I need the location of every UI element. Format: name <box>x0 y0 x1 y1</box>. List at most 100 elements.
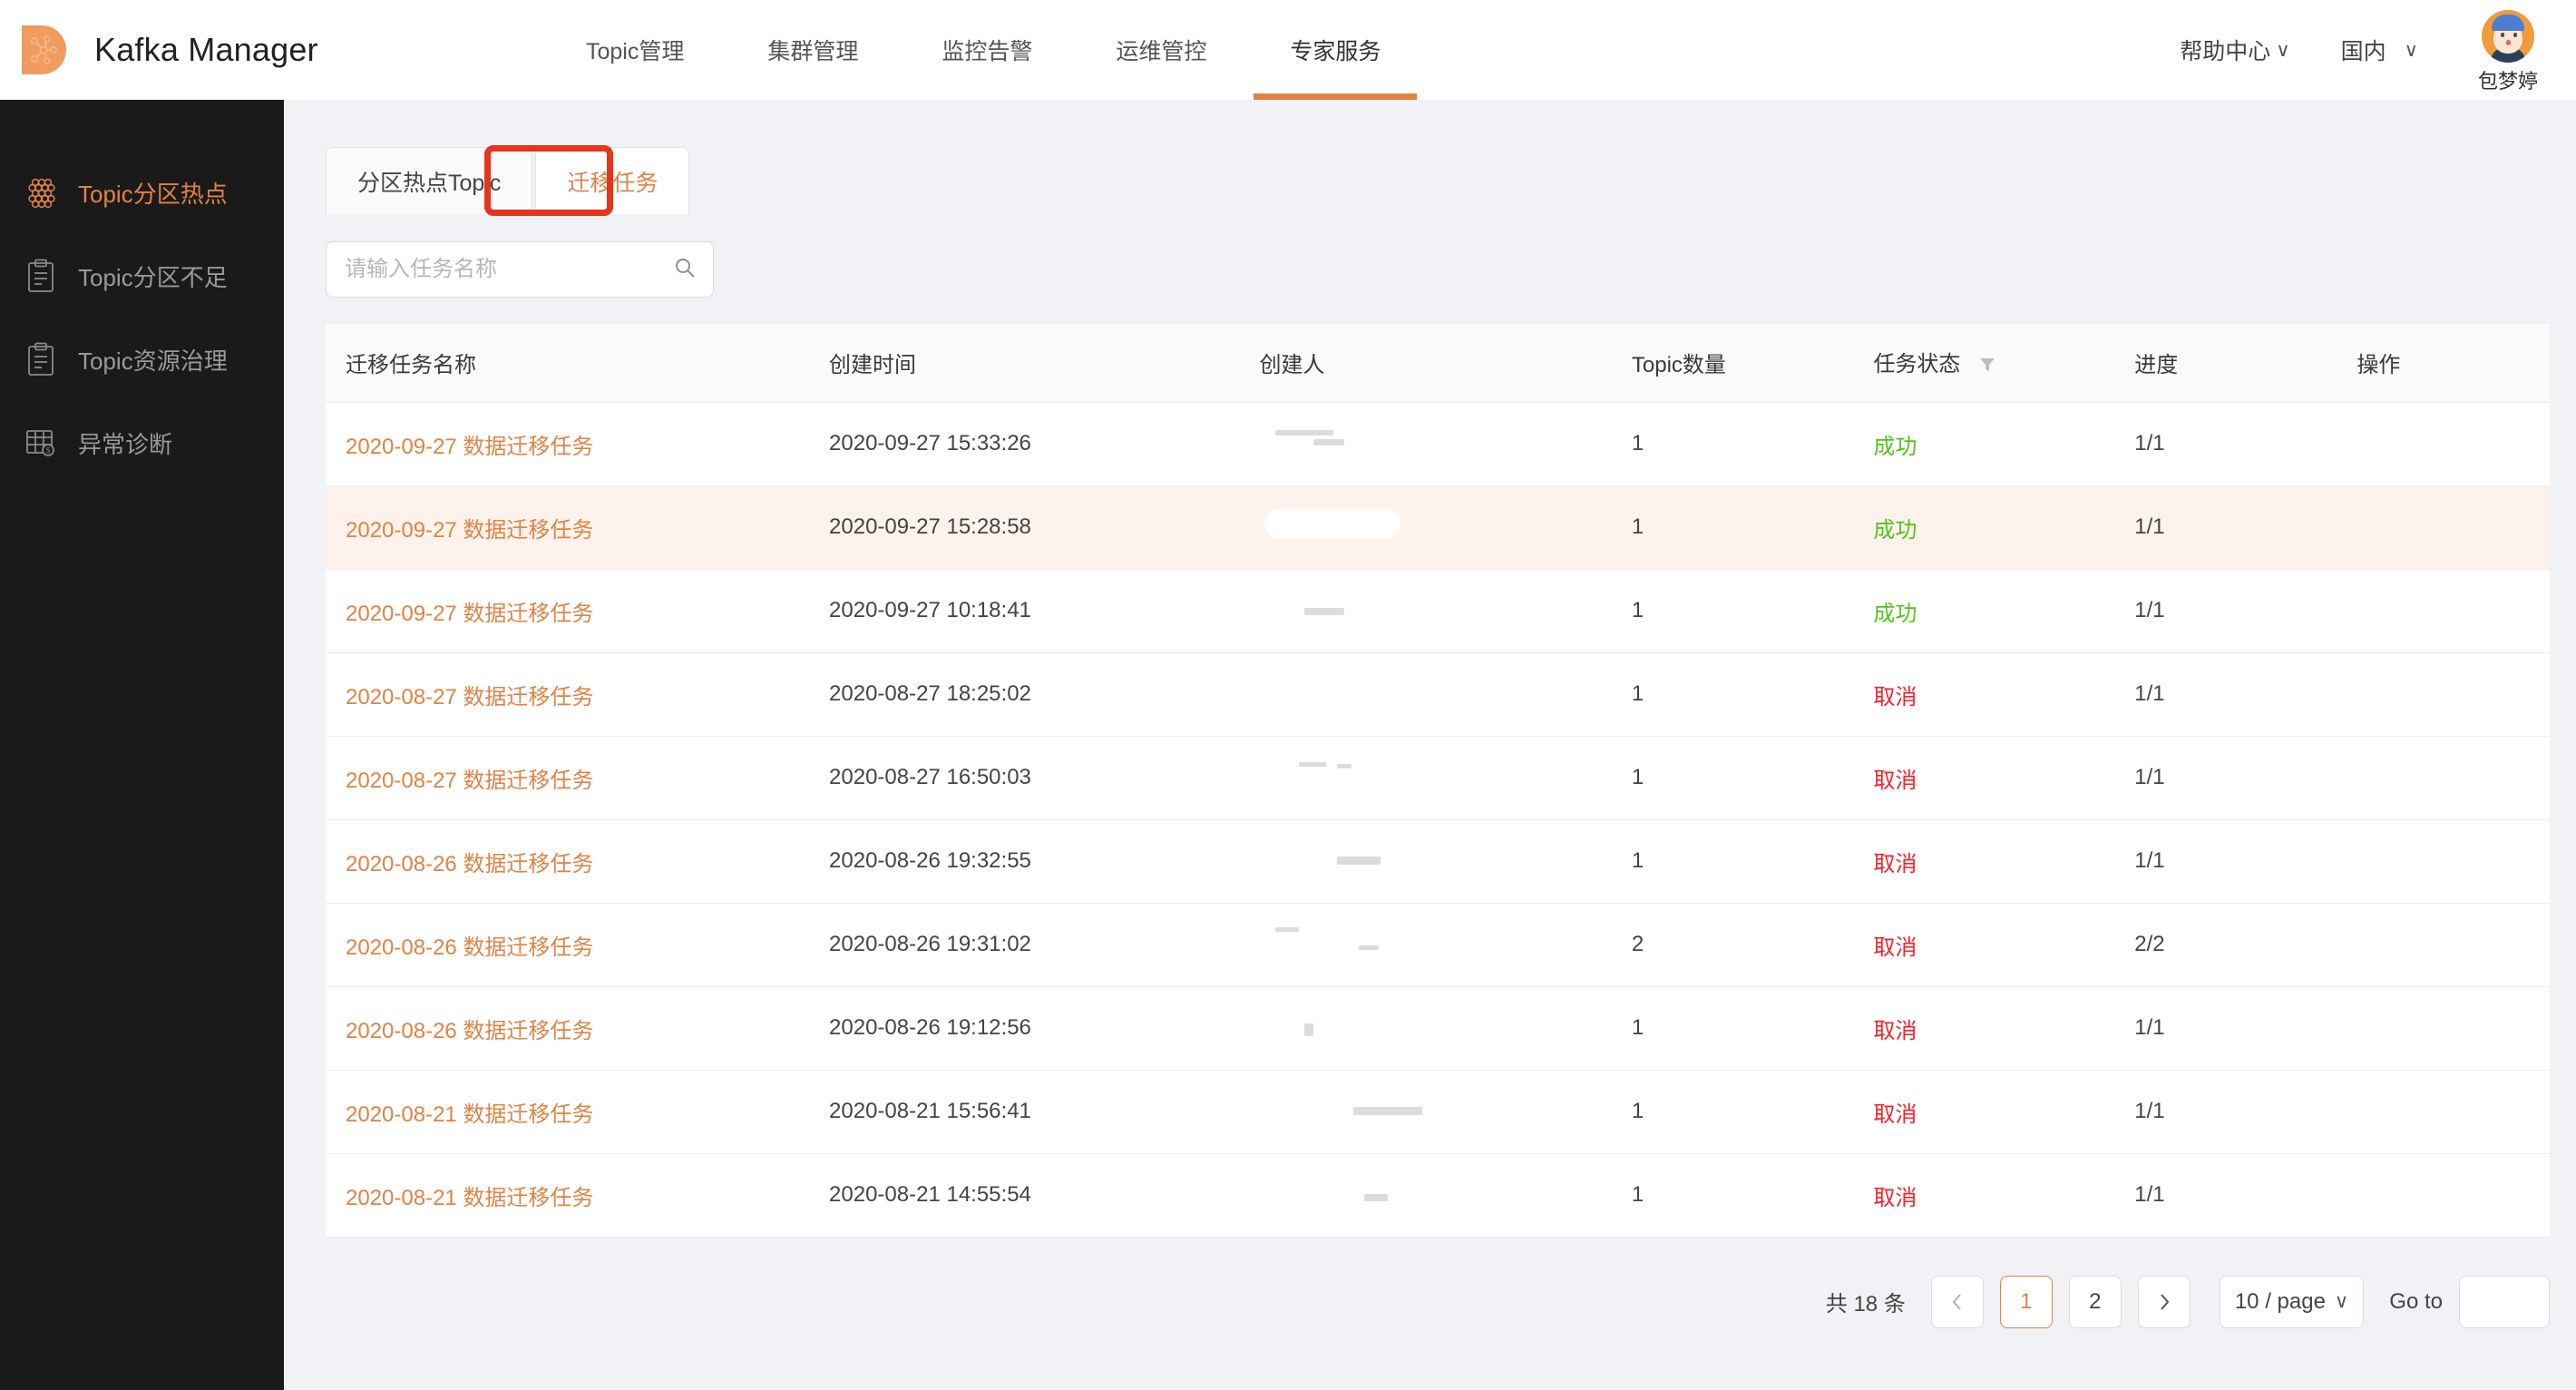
cell-progress-value: 1/1 <box>2134 848 2165 873</box>
content-tabs: 分区热点Topic 迁移任务 <box>326 145 2549 216</box>
nav-item-monitor-alarm[interactable]: 监控告警 <box>900 0 1074 100</box>
pagination-page-2[interactable]: 2 <box>2068 1275 2122 1328</box>
nav-item-topic-management[interactable]: Topic管理 <box>544 0 726 100</box>
search-icon[interactable] <box>673 256 697 284</box>
cell-created-at: 2020-08-26 19:31:02 <box>809 903 1240 987</box>
table-row[interactable]: 2020-09-27 数据迁移任务 2020-09-27 10:18:41 1 成功 1… <box>326 569 2550 653</box>
cell-creator <box>1239 736 1612 820</box>
cell-topic-count-value: 1 <box>1631 514 1644 539</box>
chevron-down-icon: ∨ <box>2276 39 2290 61</box>
cell-task-name: 2020-08-21 数据迁移任务 <box>326 1070 810 1154</box>
goto-page-input[interactable] <box>2459 1275 2550 1328</box>
cell-task-status-value: 取消 <box>1873 935 1917 960</box>
column-header-task-status: 任务状态 <box>1853 324 2115 403</box>
cell-operation <box>2337 485 2550 570</box>
chevron-down-icon: ∨ <box>2334 1291 2349 1312</box>
table-body: 2020-09-27 数据迁移任务 2020-09-27 15:33:26 1 成功 1… <box>326 402 2550 1238</box>
cell-progress: 1/1 <box>2114 569 2337 653</box>
cell-operation <box>2337 986 2550 1071</box>
table-row[interactable]: 2020-08-21 数据迁移任务 2020-08-21 14:55:54 1 取消 1… <box>326 1153 2550 1238</box>
task-name-link[interactable]: 2020-09-27 数据迁移任务 <box>346 601 594 626</box>
cell-task-status: 取消 <box>1853 1070 2115 1154</box>
task-name-link[interactable]: 2020-08-27 数据迁移任务 <box>346 768 594 793</box>
table-header-row: 迁移任务名称 创建时间 创建人 Topic数量 任务状态 进度 操作 <box>326 324 2550 403</box>
nav-item-expert-service[interactable]: 专家服务 <box>1248 0 1422 100</box>
cell-topic-count: 1 <box>1611 652 1854 737</box>
page-label: 2 <box>2089 1288 2102 1314</box>
column-header-operation: 操作 <box>2337 324 2550 403</box>
cell-created-at-value: 2020-09-27 15:28:58 <box>829 514 1031 539</box>
page-size-selector[interactable]: 10 / page ∨ <box>2219 1275 2365 1328</box>
avatar <box>2481 9 2534 63</box>
column-label: 创建时间 <box>829 353 917 378</box>
task-name-link[interactable]: 2020-09-27 数据迁移任务 <box>346 517 594 543</box>
table-row[interactable]: 2020-08-26 数据迁移任务 2020-08-26 19:12:56 1 取消 1… <box>326 986 2550 1071</box>
pagination-next-button[interactable] <box>2137 1275 2191 1328</box>
cell-creator <box>1239 1070 1612 1154</box>
cell-topic-count: 2 <box>1611 903 1854 987</box>
app-title: Kafka Manager <box>94 31 318 68</box>
sidebar-item-label: Topic分区热点 <box>78 180 228 208</box>
tab-partition-hotspot-topic[interactable]: 分区热点Topic <box>326 147 533 214</box>
task-name-link[interactable]: 2020-08-26 数据迁移任务 <box>346 851 594 876</box>
cell-operation <box>2337 1070 2550 1154</box>
cell-task-name: 2020-08-26 数据迁移任务 <box>326 903 810 987</box>
cell-created-at-value: 2020-08-27 18:25:02 <box>829 681 1031 706</box>
filter-icon[interactable] <box>1979 354 1995 379</box>
sidebar-item-anomaly-diagnosis[interactable]: $ 异常诊断 <box>0 401 284 485</box>
cell-topic-count: 1 <box>1611 402 1854 486</box>
table-row[interactable]: 2020-08-26 数据迁移任务 2020-08-26 19:32:55 1 取消 1… <box>326 819 2550 904</box>
table-row[interactable]: 2020-08-21 数据迁移任务 2020-08-21 15:56:41 1 取消 1… <box>326 1070 2550 1154</box>
sidebar-item-topic-partition-hotspot[interactable]: Topic分区热点 <box>0 151 284 234</box>
sidebar: Topic分区热点 Topic分区不足 Topic资源治理 <box>0 100 284 1390</box>
table-row[interactable]: 2020-08-27 数据迁移任务 2020-08-27 18:25:02 1 取消 1… <box>326 652 2550 737</box>
nav-item-ops-control[interactable]: 运维管控 <box>1074 0 1248 100</box>
nav-item-cluster-management[interactable]: 集群管理 <box>726 0 900 100</box>
main-content: 分区热点Topic 迁移任务 迁移任务名称 创建时间 <box>284 100 2576 1390</box>
task-name-link[interactable]: 2020-08-26 数据迁移任务 <box>346 935 594 960</box>
cell-created-at: 2020-08-27 16:50:03 <box>809 736 1240 820</box>
cell-topic-count: 1 <box>1611 986 1854 1071</box>
task-name-link[interactable]: 2020-08-21 数据迁移任务 <box>346 1101 594 1127</box>
sidebar-item-topic-resource-governance[interactable]: Topic资源治理 <box>0 318 284 401</box>
column-label: Topic数量 <box>1631 353 1726 378</box>
column-header-created-at: 创建时间 <box>809 324 1240 403</box>
cell-task-status-value: 取消 <box>1873 1185 1917 1210</box>
column-header-progress: 进度 <box>2114 324 2337 403</box>
svg-text:$: $ <box>46 446 51 455</box>
cell-task-status: 取消 <box>1853 652 2115 737</box>
cell-topic-count-value: 1 <box>1631 1099 1644 1123</box>
table-row[interactable]: 2020-08-26 数据迁移任务 2020-08-26 19:31:02 2 取消 2… <box>326 903 2550 987</box>
search-input[interactable] <box>345 257 673 282</box>
user-menu[interactable]: 包梦婷 <box>2478 9 2538 94</box>
task-name-link[interactable]: 2020-08-27 数据迁移任务 <box>346 684 594 710</box>
tab-migration-task[interactable]: 迁移任务 <box>535 147 690 214</box>
search-box[interactable] <box>326 241 714 298</box>
cell-task-name: 2020-09-27 数据迁移任务 <box>326 569 810 653</box>
task-name-link[interactable]: 2020-08-21 数据迁移任务 <box>346 1185 594 1210</box>
sidebar-item-topic-partition-shortage[interactable]: Topic分区不足 <box>0 234 284 318</box>
pagination-prev-button[interactable] <box>1930 1275 1984 1328</box>
cell-created-at: 2020-09-27 15:33:26 <box>809 402 1240 486</box>
cell-topic-count-value: 1 <box>1631 598 1644 622</box>
table-row[interactable]: 2020-09-27 数据迁移任务 2020-09-27 15:33:26 1 成功 1… <box>326 402 2550 486</box>
redacted-creator <box>1259 1007 1440 1043</box>
cell-task-status-value: 取消 <box>1873 684 1917 710</box>
table-row[interactable]: 2020-08-27 数据迁移任务 2020-08-27 16:50:03 1 取消 1… <box>326 736 2550 820</box>
column-label: 操作 <box>2356 353 2401 378</box>
task-name-link[interactable]: 2020-09-27 数据迁移任务 <box>346 434 594 459</box>
table-row[interactable]: 2020-09-27 数据迁移任务 2020-09-27 15:28:58 1 成功 1… <box>326 485 2550 570</box>
pagination-page-1[interactable]: 1 <box>1999 1275 2053 1328</box>
sidebar-item-label: Topic资源治理 <box>78 347 228 375</box>
cell-creator <box>1239 652 1612 737</box>
column-label: 进度 <box>2134 353 2179 378</box>
cell-creator <box>1239 986 1612 1071</box>
cell-topic-count-value: 1 <box>1631 1182 1644 1207</box>
help-center-menu[interactable]: 帮助中心 ∨ <box>2180 34 2289 66</box>
task-name-link[interactable]: 2020-08-26 数据迁移任务 <box>346 1018 594 1043</box>
migration-task-table: 迁移任务名称 创建时间 创建人 Topic数量 任务状态 进度 操作 2020-… <box>326 323 2550 1238</box>
region-selector[interactable]: 国内 ∨ <box>2341 34 2418 66</box>
goto-label: Go to <box>2389 1288 2443 1314</box>
cell-created-at: 2020-08-21 15:56:41 <box>809 1070 1240 1154</box>
help-center-label: 帮助中心 <box>2180 39 2271 64</box>
